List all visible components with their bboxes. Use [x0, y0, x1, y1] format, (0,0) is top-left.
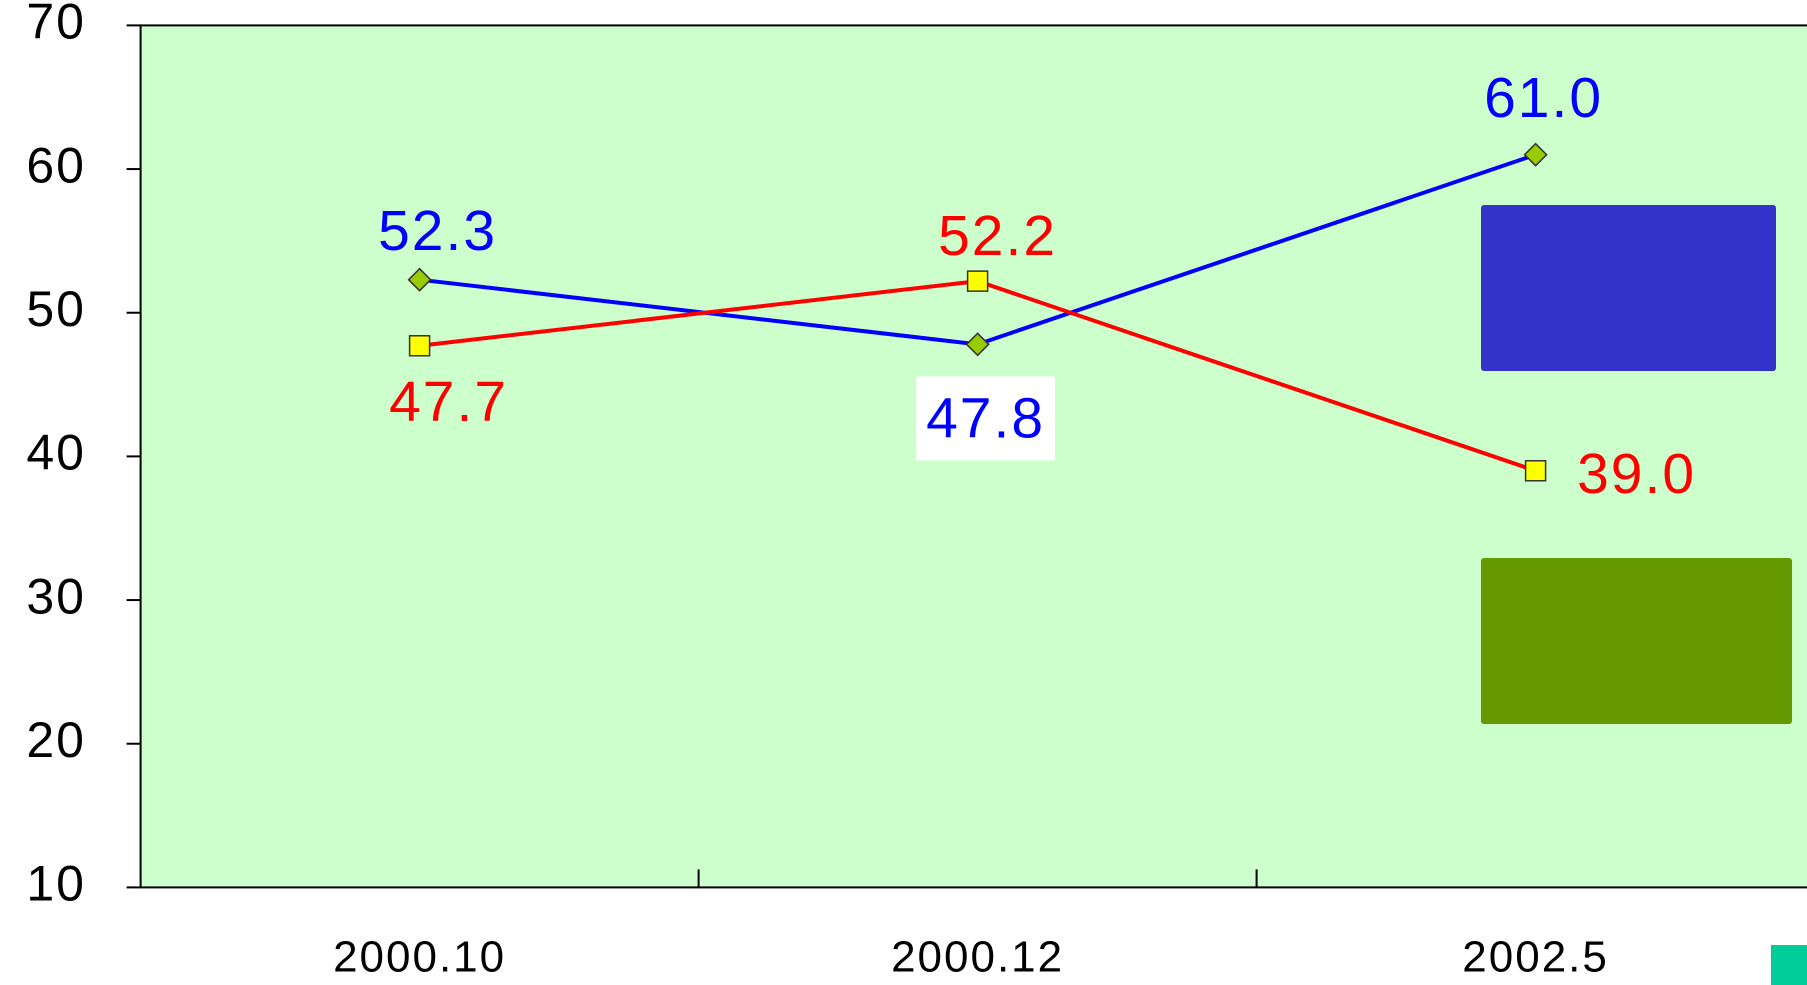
value-label: 47.8 [926, 386, 1045, 450]
x-tick-label: 2000.10 [333, 933, 506, 982]
y-tick-label: 20 [26, 712, 86, 768]
y-tick-label: 70 [26, 0, 86, 50]
value-label: 52.3 [378, 199, 497, 263]
y-tick-label: 30 [26, 568, 86, 624]
marker [407, 267, 432, 292]
value-label-box [916, 376, 1056, 461]
value-label: 47.7 [389, 370, 508, 434]
y-tick-label: 60 [26, 137, 86, 193]
legend [1481, 205, 1807, 985]
value-label: 61.0 [1484, 66, 1603, 130]
legend-swatch [1481, 558, 1792, 724]
y-tick-label: 40 [26, 425, 86, 481]
marker [966, 270, 989, 292]
value-label: 52.2 [938, 204, 1057, 268]
marker [1524, 460, 1547, 482]
y-tick-label: 50 [26, 281, 86, 337]
value-label: 39.0 [1577, 442, 1696, 506]
marker [408, 335, 431, 357]
marker [965, 332, 990, 357]
legend-swatch [1771, 945, 1807, 985]
x-tick-label: 2000.12 [891, 933, 1064, 982]
marker [1523, 142, 1548, 167]
y-tick-label: 10 [26, 856, 86, 912]
x-tick-label: 2002.5 [1462, 933, 1609, 982]
legend-swatch [1481, 205, 1776, 371]
